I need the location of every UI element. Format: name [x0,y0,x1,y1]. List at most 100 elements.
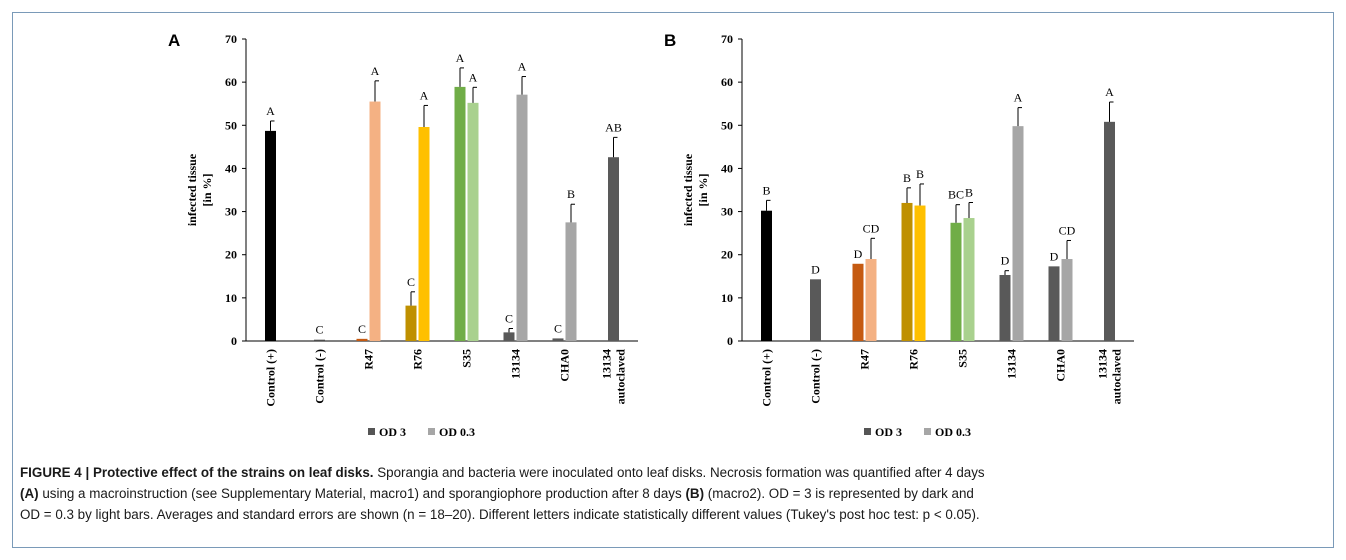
x-category-label: R76 [411,349,425,370]
bar [865,259,877,341]
bar [1048,266,1060,341]
x-category-label-line: R76 [907,349,921,370]
significance-letter: C [358,322,366,336]
x-category-label: S35 [956,349,970,368]
legend-label: OD 0.3 [935,425,971,439]
x-category-label-line: CHA0 [1054,349,1068,382]
significance-letter: A [266,104,275,118]
legend-swatch [864,428,871,435]
y-tick-label: 40 [225,161,237,175]
significance-letter: BC [948,188,964,202]
significance-letter: B [965,186,973,200]
x-category-label-line: R47 [858,349,872,370]
x-category-label-line: Control (-) [313,349,327,404]
legend-swatch [368,428,375,435]
significance-letter: A [371,64,380,78]
x-category-label: Control (+) [760,349,774,407]
bar [914,205,926,341]
x-category-label-line: Control (+) [760,349,774,407]
x-category-label: 13134 [1005,349,1019,379]
significance-letter: A [1014,91,1023,105]
significance-letter: C [315,323,323,337]
y-tick-label: 50 [225,118,237,132]
x-category-label-line: Control (-) [809,349,823,404]
bar [1012,126,1024,341]
bar [503,332,515,341]
legend-label: OD 3 [875,425,902,439]
significance-letter: D [811,262,820,276]
y-tick-label: 70 [721,32,733,46]
significance-letter: A [456,51,465,65]
bar [369,101,381,341]
x-category-label: Control (-) [809,349,823,404]
significance-letter: D [1001,254,1010,268]
y-tick-label: 60 [225,75,237,89]
caption-label: FIGURE 4 | Protective effect of the stra… [20,465,374,480]
x-category-label: 13134autoclaved [600,349,628,405]
chart-panel-a: A 0 10 20 30 40 50 60 70 infected tissue[in %] Con… [168,31,638,439]
bar [810,279,821,341]
x-category-label-line: CHA0 [558,349,572,382]
bar [356,338,368,341]
significance-letter: A [1105,85,1114,99]
y-axis-label-line: infected tissue [681,153,695,226]
x-category-label: 13134 [509,349,523,379]
bar [761,210,772,341]
bar [950,222,962,341]
chart-panel-b: B 0 10 20 30 40 50 60 70 infected tissue[in %] Con… [664,31,1134,439]
x-category-label: CHA0 [558,349,572,382]
y-tick-label: 70 [225,32,237,46]
bar [852,263,864,341]
caption-tag-a: (A) [20,486,39,501]
significance-letter: AB [605,120,622,134]
x-category-label: Control (-) [313,349,327,404]
significance-letter: C [407,275,415,289]
x-category-label-line: R76 [411,349,425,370]
bar [418,127,430,341]
significance-letter: CD [863,221,880,235]
y-tick-label: 20 [721,248,733,262]
figure-frame [12,12,1334,548]
bar [901,202,913,341]
caption-line-1: FIGURE 4 | Protective effect of the stra… [20,462,1326,483]
legend-label: OD 3 [379,425,406,439]
bar [999,274,1011,341]
significance-letter: B [903,171,911,185]
x-category-label: R47 [858,349,872,370]
x-category-label-line: R47 [362,349,376,370]
bar [963,218,975,341]
y-tick-label: 0 [231,334,237,348]
y-tick-label: 40 [721,161,733,175]
bar [314,339,325,341]
significance-letter: D [854,247,863,261]
x-category-label-line: 13134 [1096,349,1110,379]
x-category-label: R47 [362,349,376,370]
x-category-label: 13134autoclaved [1096,349,1124,405]
y-tick-label: 10 [225,291,237,305]
caption-text-2b: (macro2). OD = 3 is represented by dark … [707,486,974,501]
significance-letter: D [1050,249,1059,263]
caption-line-2: (A) using a macroinstruction (see Supple… [20,483,1326,504]
bar [1104,121,1115,341]
significance-letter: B [916,167,924,181]
legend-label: OD 0.3 [439,425,475,439]
x-category-label-line: S35 [460,349,474,368]
caption-text-2: using a macroinstruction (see Supplement… [42,486,682,501]
legend-swatch [924,428,931,435]
bar [1061,259,1073,341]
bar [516,94,528,341]
x-category-label-line: S35 [956,349,970,368]
y-tick-label: 30 [225,205,237,219]
y-axis-label-line: [in %] [696,173,710,206]
panel-letter: A [168,31,180,50]
bar [454,86,466,341]
x-category-label-line: 13134 [1005,349,1019,379]
x-category-label-line: 13134 [600,349,614,379]
x-category-label-line: autoclaved [1110,349,1124,405]
figure-caption: FIGURE 4 | Protective effect of the stra… [20,462,1326,525]
x-category-label: S35 [460,349,474,368]
bar [467,102,479,341]
significance-letter: B [762,183,770,197]
significance-letter: A [518,60,527,74]
x-category-label: R76 [907,349,921,370]
